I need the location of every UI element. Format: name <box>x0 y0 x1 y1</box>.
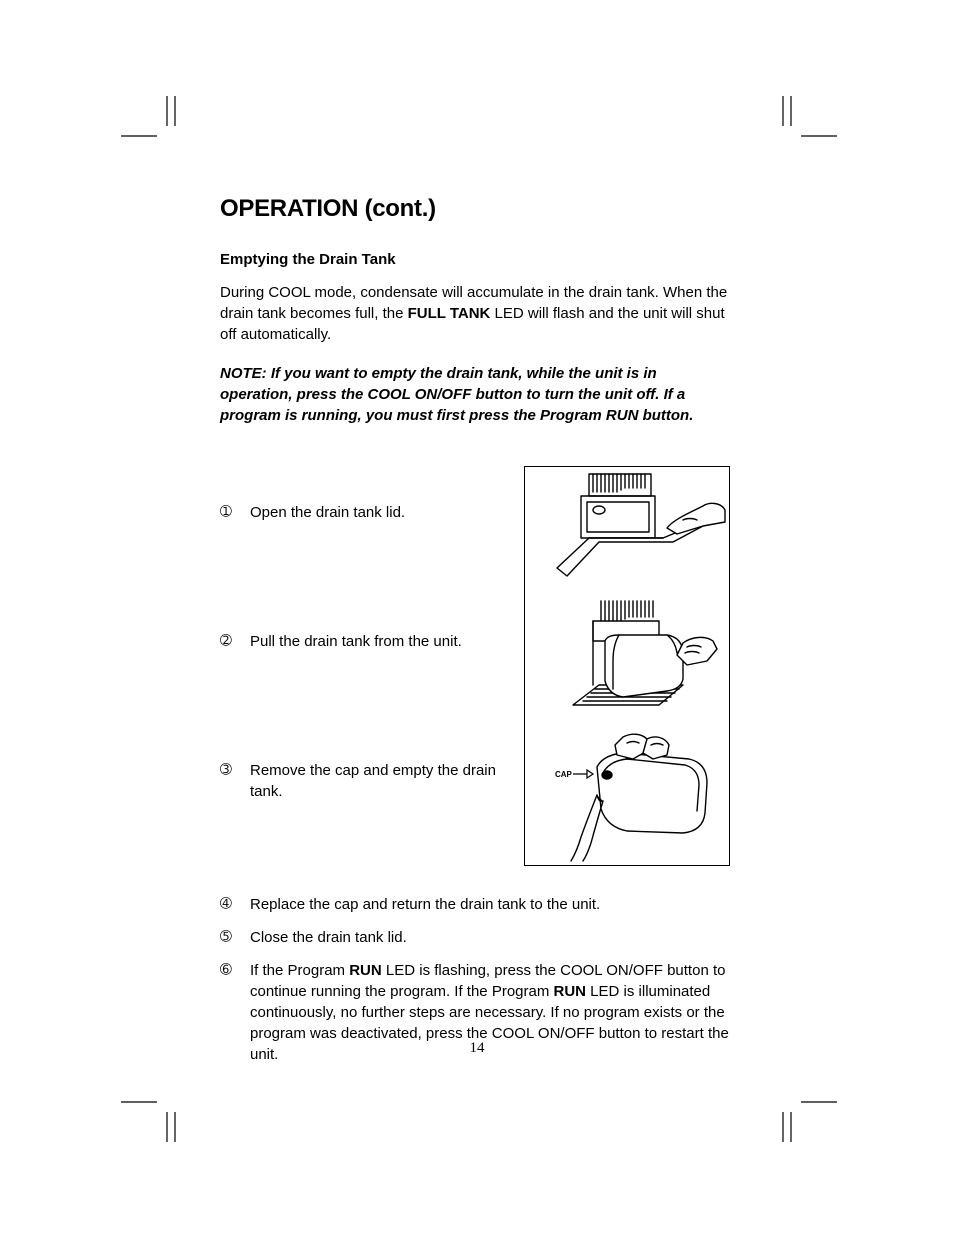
steps-column: ➀ Open the drain tank lid. ➁ Pull the dr… <box>220 466 500 802</box>
crop-mark-bl <box>121 1092 183 1142</box>
cap-label: CAP <box>555 770 573 779</box>
step-number: ➀ <box>220 502 236 523</box>
step-3: ➂ Remove the cap and empty the drain tan… <box>220 760 500 802</box>
sub-heading: Emptying the Drain Tank <box>220 251 730 268</box>
step6-b2: RUN <box>554 983 587 1000</box>
step-text: Open the drain tank lid. <box>250 502 500 523</box>
section-title: OPERATION (cont.) <box>220 195 730 223</box>
illustration-1 <box>525 467 729 597</box>
step-number: ➁ <box>220 631 236 652</box>
step6-b1: RUN <box>349 962 382 979</box>
step-number: ➃ <box>220 894 236 915</box>
crop-mark-tr <box>775 96 837 146</box>
page-content: OPERATION (cont.) Emptying the Drain Tan… <box>220 195 730 1077</box>
page-number: 14 <box>0 1040 954 1057</box>
step-1: ➀ Open the drain tank lid. <box>220 502 500 523</box>
step-4: ➃ Replace the cap and return the drain t… <box>220 894 730 915</box>
step-number: ➄ <box>220 927 236 948</box>
steps-with-illustrations: ➀ Open the drain tank lid. ➁ Pull the dr… <box>220 466 730 866</box>
illustration-panel: CAP <box>524 466 730 866</box>
step6-p1: If the Program <box>250 962 349 979</box>
illustration-2 <box>525 597 729 731</box>
step-number: ➂ <box>220 760 236 802</box>
step-5: ➄ Close the drain tank lid. <box>220 927 730 948</box>
step-text: Replace the cap and return the drain tan… <box>250 894 730 915</box>
step-text: Remove the cap and empty the drain tank. <box>250 760 500 802</box>
note-paragraph: NOTE: If you want to empty the drain tan… <box>220 363 730 426</box>
illustration-3: CAP <box>525 731 729 865</box>
step-text: Close the drain tank lid. <box>250 927 730 948</box>
crop-mark-br <box>775 1092 837 1142</box>
step-2: ➁ Pull the drain tank from the unit. <box>220 631 500 652</box>
intro-paragraph: During COOL mode, condensate will accumu… <box>220 282 730 345</box>
step-text: Pull the drain tank from the unit. <box>250 631 500 652</box>
intro-bold: FULL TANK <box>408 305 491 322</box>
crop-mark-tl <box>121 96 183 146</box>
